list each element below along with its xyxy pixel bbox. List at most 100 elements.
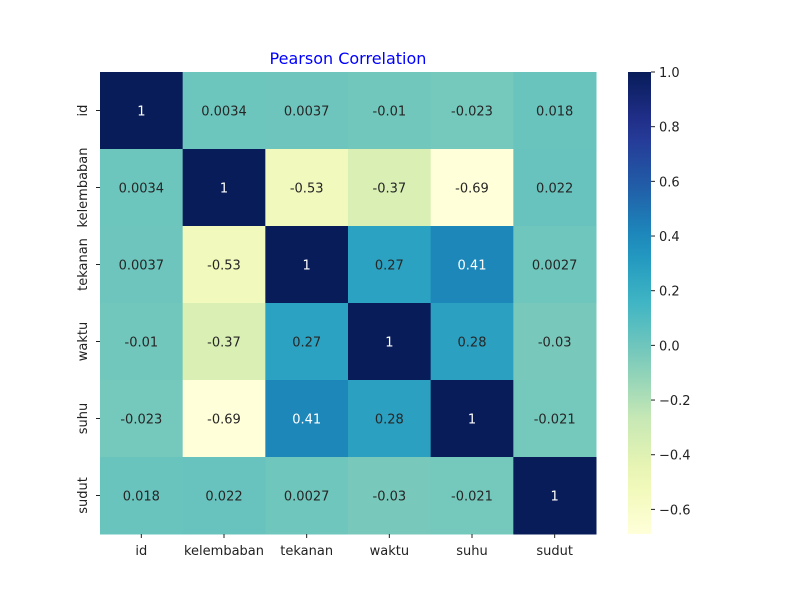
- heatmap-cell: [513, 72, 597, 150]
- cell-value-label: 0.27: [375, 259, 404, 274]
- heatmap-cell: [430, 149, 514, 227]
- heatmap-cell: [348, 457, 432, 535]
- cell-value-label: -0.023: [451, 105, 493, 120]
- heatmap-cell: [513, 380, 597, 458]
- cell-value-label: 0.0037: [284, 105, 330, 120]
- heatmap-cell: [430, 457, 514, 535]
- y-tick-label: waktu: [76, 322, 91, 361]
- x-tick-label: tekanan: [280, 544, 333, 559]
- heatmap-cell: [182, 72, 266, 150]
- x-axis: id kelembaban tekanan waktu suhu sudut: [135, 534, 573, 559]
- cell-value-label: 1: [220, 182, 228, 197]
- cell-value-label: -0.03: [538, 336, 572, 351]
- y-tick-label: id: [76, 105, 91, 117]
- heatmap-cell: [513, 149, 597, 227]
- heatmap-cell: [430, 226, 514, 304]
- y-tick-label: tekanan: [76, 238, 91, 291]
- cell-value-label: 0.0034: [119, 182, 165, 197]
- heatmap-cell: [100, 226, 184, 304]
- chart-title: Pearson Correlation: [270, 49, 427, 68]
- colorbar-tick-label: 0.6: [659, 175, 680, 190]
- cell-value-label: -0.021: [534, 413, 576, 428]
- y-tick-label: kelembaban: [76, 147, 91, 227]
- x-tick-label: waktu: [370, 544, 409, 559]
- cell-value-label: 0.0034: [201, 105, 247, 120]
- heatmap-cell: [513, 457, 597, 535]
- cell-value-label: -0.69: [455, 182, 489, 197]
- cell-value-label: -0.53: [290, 182, 324, 197]
- cell-value-label: 1: [551, 490, 559, 505]
- cell-value-label: 0.27: [292, 336, 321, 351]
- cell-value-label: 0.28: [458, 336, 487, 351]
- heatmap-cell: [430, 380, 514, 458]
- heatmap-cell: [348, 149, 432, 227]
- heatmap-cell: [182, 303, 266, 381]
- heatmap-cell: [265, 380, 349, 458]
- y-tick-label: sudut: [76, 477, 91, 514]
- heatmap-cells: 1 0.0034 0.0037 -0.01 -0.023 0.018 0.0034 1 -0.5…: [100, 72, 597, 535]
- colorbar-tick-label: 0.2: [659, 285, 680, 300]
- colorbar-gradient: [628, 72, 651, 534]
- cell-value-label: 1: [303, 259, 311, 274]
- heatmap-cell: [265, 457, 349, 535]
- heatmap-cell: [348, 226, 432, 304]
- heatmap-cell: [513, 226, 597, 304]
- cell-value-label: -0.01: [125, 336, 159, 351]
- heatmap-cell: [348, 303, 432, 381]
- heatmap-cell: [348, 380, 432, 458]
- x-tick-label: kelembaban: [184, 544, 264, 559]
- cell-value-label: -0.37: [207, 336, 241, 351]
- cell-value-label: 0.41: [458, 259, 487, 274]
- colorbar-tick-label: −0.6: [659, 503, 691, 518]
- colorbar: −0.6 −0.4 −0.2 0.0 0.2 0.4 0.6 0.8 1.0: [628, 66, 691, 534]
- heatmap-cell: [100, 149, 184, 227]
- colorbar-tick-label: 0.4: [659, 230, 680, 245]
- heatmap-cell: [513, 303, 597, 381]
- cell-value-label: 0.28: [375, 413, 404, 428]
- cell-value-label: 0.0027: [532, 259, 578, 274]
- cell-value-label: 1: [137, 105, 145, 120]
- y-axis: id kelembaban tekanan waktu suhu sudut: [76, 105, 100, 514]
- cell-value-label: 0.0037: [119, 259, 165, 274]
- heatmap-cell: [100, 303, 184, 381]
- y-tick-label: suhu: [76, 403, 91, 435]
- heatmap-cell: [100, 72, 184, 150]
- cell-value-label: 0.018: [123, 490, 160, 505]
- cell-value-label: -0.69: [207, 413, 241, 428]
- cell-value-label: 1: [385, 336, 393, 351]
- colorbar-tick-label: 0.8: [659, 121, 680, 136]
- colorbar-tick-label: 0.0: [659, 339, 680, 354]
- cell-value-label: 0.41: [292, 413, 321, 428]
- cell-value-label: -0.023: [120, 413, 162, 428]
- colorbar-tick-label: −0.2: [659, 394, 691, 409]
- colorbar-tick-label: −0.4: [659, 449, 691, 464]
- cell-value-label: -0.01: [373, 105, 407, 120]
- x-tick-label: sudut: [536, 544, 573, 559]
- heatmap-cell: [265, 226, 349, 304]
- cell-value-label: 0.018: [536, 105, 573, 120]
- cell-value-label: -0.021: [451, 490, 493, 505]
- x-tick-label: id: [135, 544, 147, 559]
- heatmap-cell: [348, 72, 432, 150]
- heatmap-cell: [100, 380, 184, 458]
- heatmap-cell: [182, 226, 266, 304]
- heatmap-cell: [430, 72, 514, 150]
- heatmap-cell: [182, 457, 266, 535]
- heatmap-cell: [430, 303, 514, 381]
- cell-value-label: 0.0027: [284, 490, 330, 505]
- heatmap-cell: [182, 149, 266, 227]
- cell-value-label: -0.53: [207, 259, 241, 274]
- heatmap-cell: [265, 149, 349, 227]
- colorbar-tick-label: 1.0: [659, 66, 680, 81]
- cell-value-label: 0.022: [205, 490, 242, 505]
- cell-value-label: -0.37: [373, 182, 407, 197]
- heatmap-cell: [265, 303, 349, 381]
- cell-value-label: 1: [468, 413, 476, 428]
- heatmap-cell: [100, 457, 184, 535]
- cell-value-label: 0.022: [536, 182, 573, 197]
- x-tick-label: suhu: [456, 544, 488, 559]
- heatmap-cell: [265, 72, 349, 150]
- heatmap-cell: [182, 380, 266, 458]
- cell-value-label: -0.03: [373, 490, 407, 505]
